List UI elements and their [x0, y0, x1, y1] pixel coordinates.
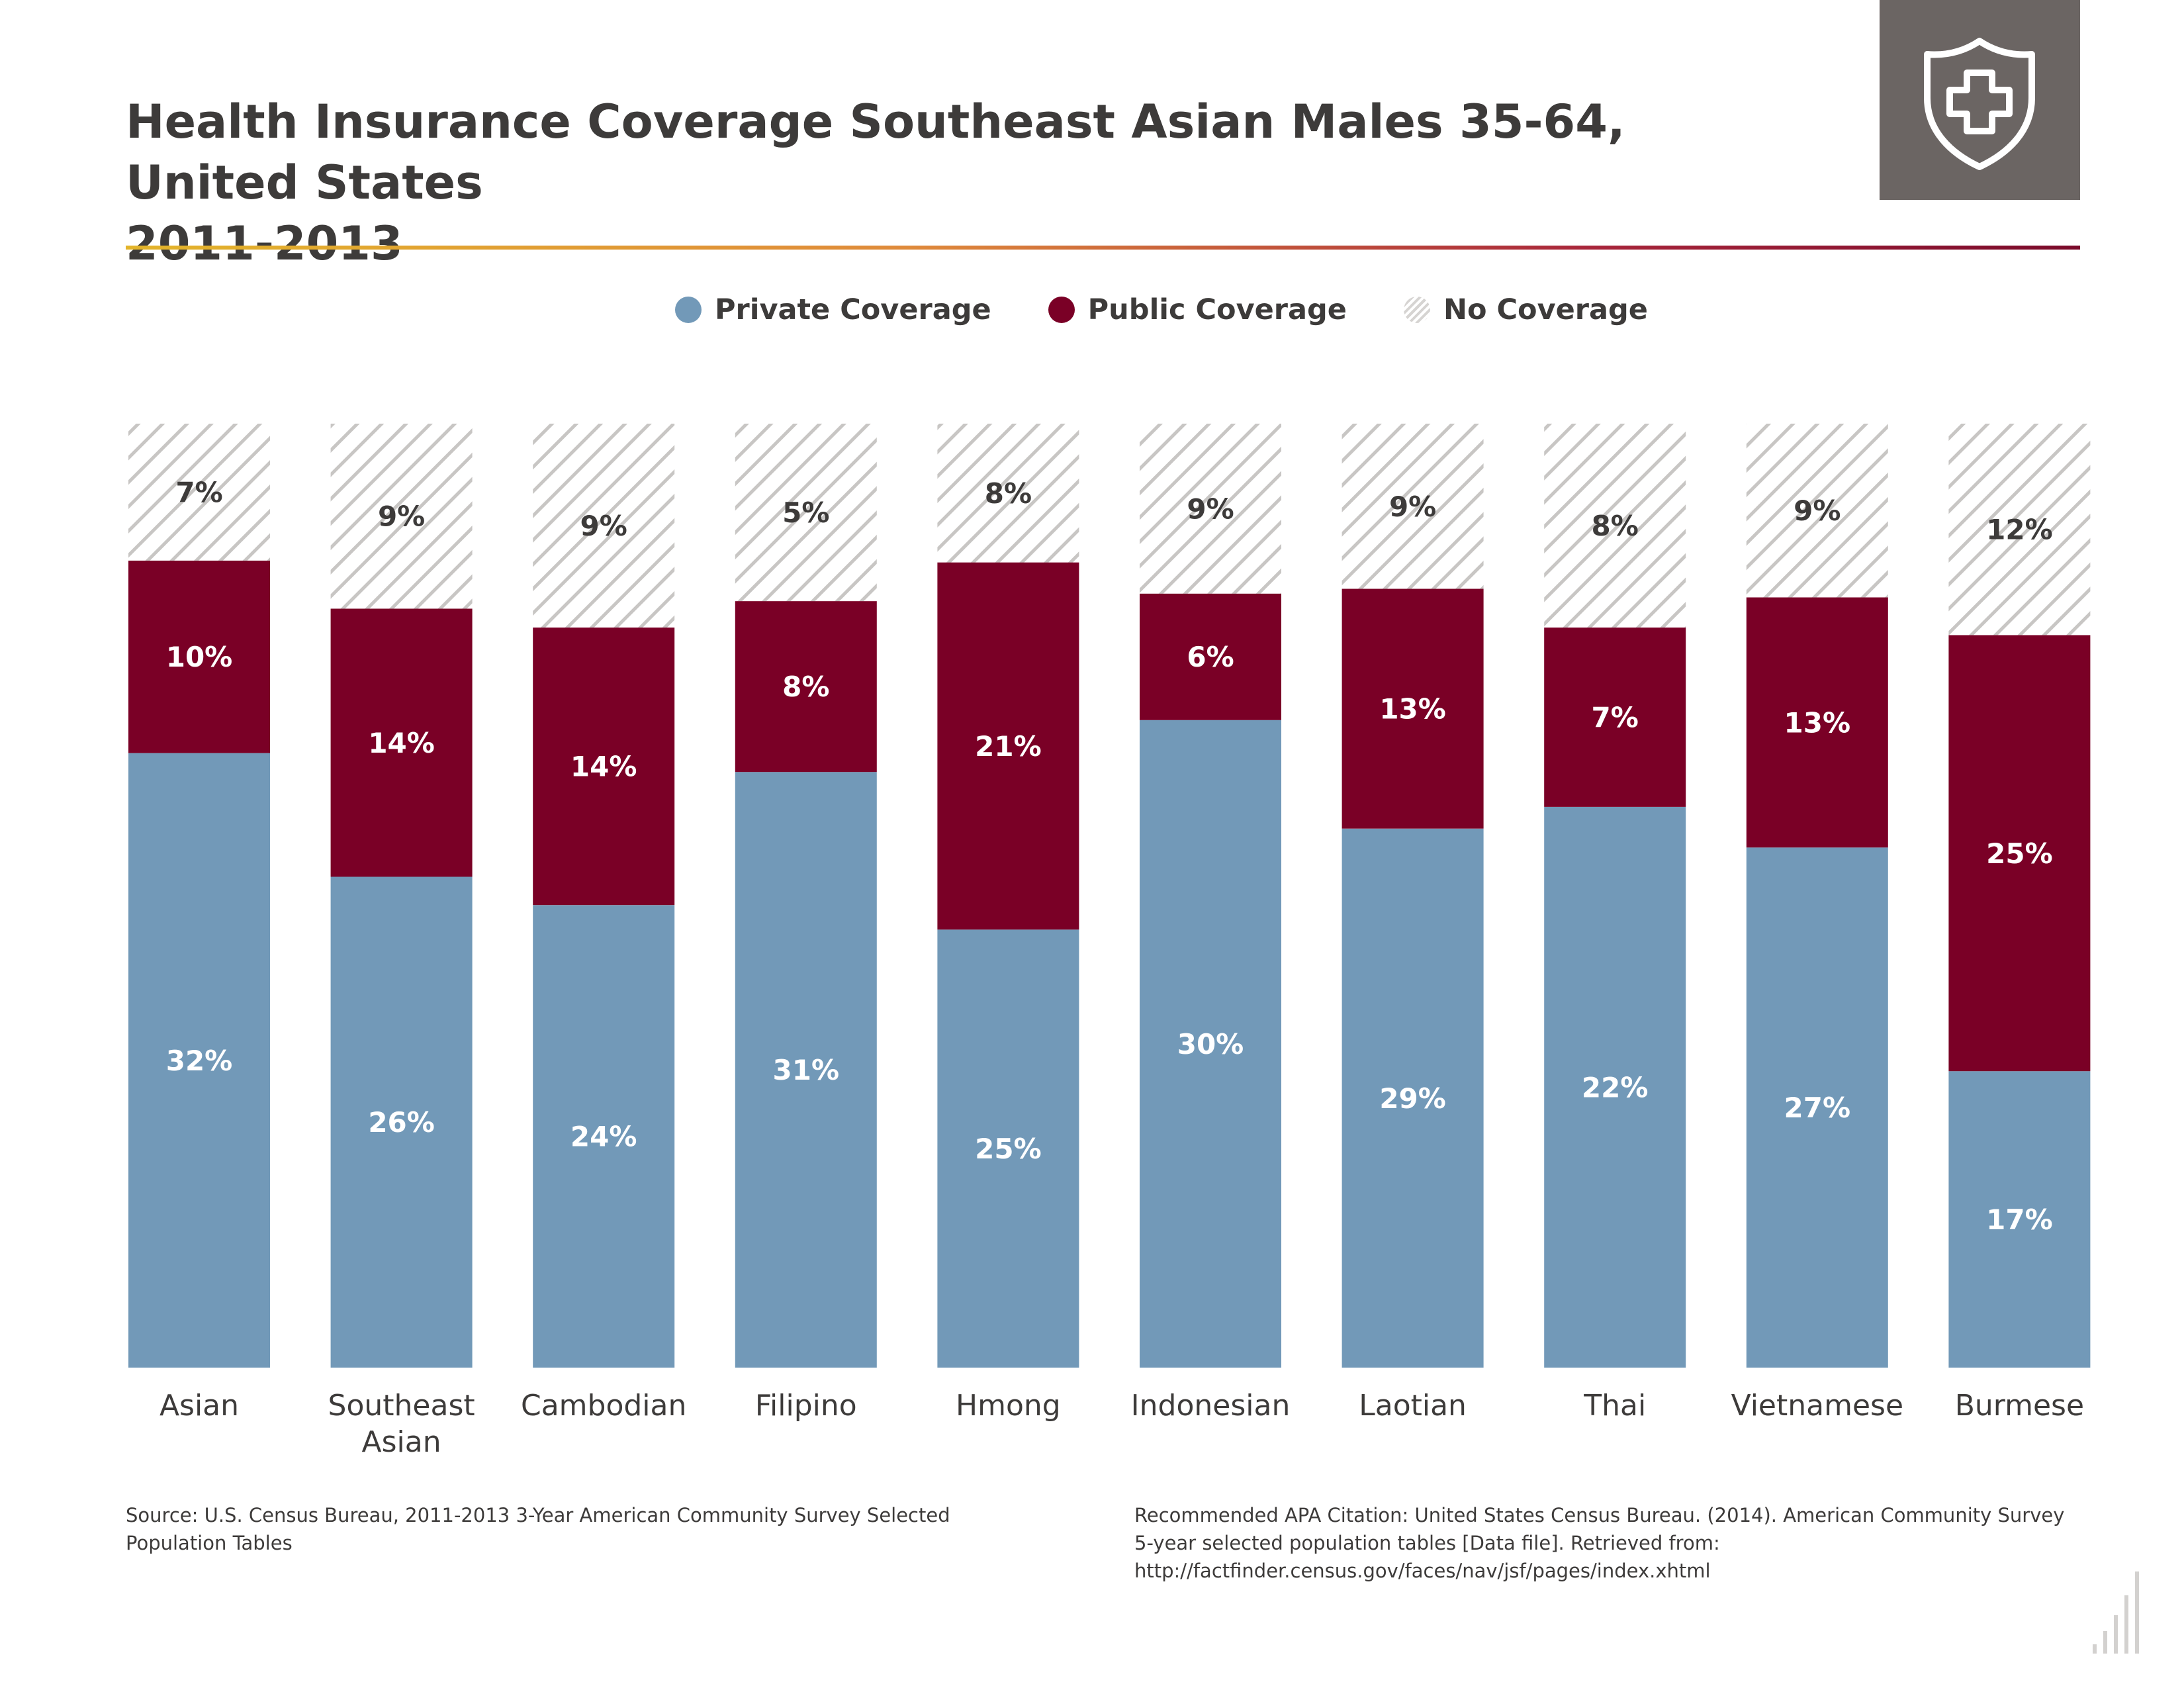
data-label-private-7: 22%: [1582, 1072, 1649, 1104]
data-label-private-9: 17%: [1986, 1203, 2053, 1236]
shield-plus-icon: [1924, 38, 2035, 170]
chart-title: Health Insurance Coverage Southeast Asia…: [126, 91, 1747, 274]
legend-swatch-private: [675, 297, 702, 323]
data-label-private-3: 31%: [773, 1054, 840, 1086]
bar-public-7: [1544, 628, 1686, 807]
data-label-none-7: 8%: [1592, 510, 1639, 542]
data-label-none-4: 8%: [985, 477, 1032, 510]
health-badge: [1880, 0, 2080, 200]
bar-private-4: [937, 929, 1079, 1368]
category-label-7: Thai: [1583, 1389, 1646, 1423]
data-label-none-6: 9%: [1389, 491, 1436, 523]
chart-legend: Private Coverage Public Coverage No Cove…: [675, 290, 1648, 330]
data-label-private-2: 24%: [570, 1121, 637, 1153]
category-label-2: Cambodian: [521, 1389, 686, 1423]
category-label-4: Hmong: [956, 1389, 1061, 1423]
bar-private-8: [1746, 847, 1888, 1368]
bar-none-2: [533, 424, 675, 628]
bar-public-0: [128, 560, 270, 753]
bar-private-7: [1544, 807, 1686, 1368]
data-label-none-3: 5%: [782, 496, 829, 529]
bar-none-0: [128, 424, 270, 561]
category-label-3: Filipino: [755, 1389, 857, 1423]
category-label-0: Asian: [159, 1389, 239, 1423]
bars-logo-icon: [2093, 1571, 2139, 1654]
data-label-private-1: 26%: [368, 1106, 435, 1139]
legend-item-public: Public Coverage: [1048, 293, 1347, 326]
bar-public-1: [330, 608, 473, 877]
bar-none-3: [735, 424, 877, 602]
data-label-private-8: 27%: [1784, 1092, 1851, 1124]
chart-title-line-1: Health Insurance Coverage Southeast Asia…: [126, 95, 1625, 210]
bar-private-1: [330, 876, 473, 1368]
data-label-public-1: 14%: [368, 727, 435, 759]
legend-label-private: Private Coverage: [715, 293, 991, 326]
bar-private-3: [735, 772, 877, 1368]
bar-public-2: [533, 628, 675, 906]
data-label-private-6: 29%: [1379, 1082, 1446, 1115]
category-label-1: Southeast Asian: [328, 1389, 475, 1459]
data-label-none-0: 7%: [175, 476, 222, 508]
data-label-private-0: 32%: [166, 1045, 233, 1077]
bar-private-5: [1140, 720, 1281, 1368]
data-label-none-8: 9%: [1794, 494, 1841, 527]
bar-none-4: [937, 424, 1079, 563]
data-label-private-4: 25%: [975, 1133, 1042, 1165]
bar-private-2: [533, 905, 675, 1368]
data-label-none-1: 9%: [378, 500, 425, 533]
bar-private-9: [1948, 1071, 2091, 1368]
legend-swatch-public: [1048, 297, 1075, 323]
bar-public-3: [735, 601, 877, 773]
data-label-none-2: 9%: [580, 510, 627, 542]
legend-item-private: Private Coverage: [675, 293, 991, 326]
legend-item-none: No Coverage: [1403, 293, 1648, 326]
category-label-5: Indonesian: [1131, 1389, 1291, 1423]
bar-public-4: [937, 562, 1079, 930]
bar-public-5: [1140, 593, 1281, 720]
bar-public-9: [1948, 635, 2091, 1072]
source-note: Source: U.S. Census Bureau, 2011-2013 3-…: [126, 1504, 950, 1554]
category-label-6: Laotian: [1359, 1389, 1467, 1423]
data-label-public-5: 6%: [1187, 641, 1234, 673]
data-label-public-6: 13%: [1379, 693, 1446, 726]
data-label-public-4: 21%: [975, 730, 1042, 763]
data-label-public-0: 10%: [166, 641, 233, 673]
legend-swatch-none: [1403, 297, 1430, 323]
data-label-public-8: 13%: [1784, 706, 1851, 739]
chart-title-line-2: 2011-2013: [126, 216, 403, 271]
data-label-public-3: 8%: [782, 671, 829, 703]
data-label-public-7: 7%: [1592, 702, 1639, 734]
bar-none-5: [1140, 424, 1281, 594]
bar-private-0: [128, 753, 270, 1368]
data-label-private-5: 30%: [1177, 1028, 1244, 1060]
legend-label-none: No Coverage: [1443, 293, 1648, 326]
bar-private-6: [1342, 828, 1484, 1368]
data-label-public-9: 25%: [1986, 837, 2053, 870]
bar-public-6: [1342, 588, 1484, 829]
bar-none-7: [1544, 424, 1686, 628]
stacked-bar-chart: 32% 10% 7% Asian 26% 14% 9% Southeast Asian 24% 14…: [128, 424, 2091, 1459]
bar-none-8: [1746, 424, 1888, 598]
data-label-none-9: 12%: [1986, 514, 2053, 546]
data-label-public-2: 14%: [570, 751, 637, 783]
data-label-none-5: 9%: [1187, 492, 1234, 525]
bar-none-6: [1342, 424, 1484, 589]
title-divider: [126, 246, 2080, 250]
category-label-8: Vietnamese: [1731, 1389, 1903, 1423]
legend-label-public: Public Coverage: [1087, 293, 1347, 326]
bar-none-9: [1948, 424, 2091, 635]
bar-public-8: [1746, 597, 1888, 848]
bar-none-1: [330, 424, 473, 609]
citation-note: Recommended APA Citation: United States …: [1134, 1504, 2065, 1582]
category-label-9: Burmese: [1955, 1389, 2084, 1423]
